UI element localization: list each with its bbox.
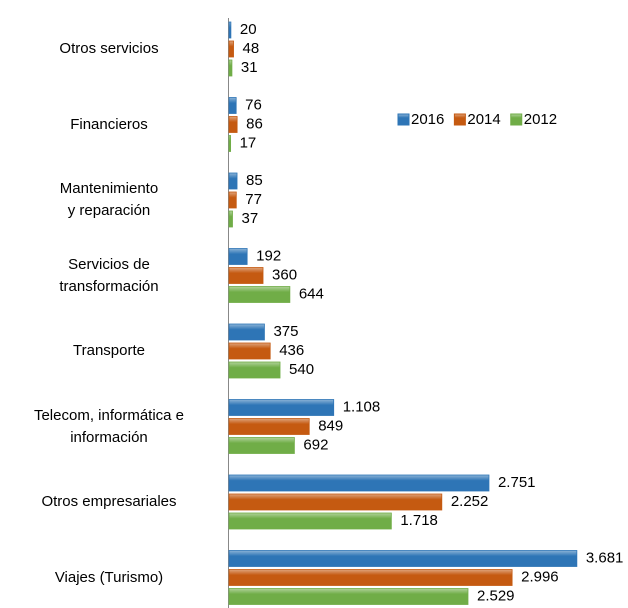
bar <box>228 323 265 341</box>
bar <box>228 40 234 58</box>
bar <box>228 569 513 586</box>
bar <box>228 267 264 284</box>
data-label: 849 <box>318 417 343 434</box>
data-label: 2.751 <box>498 474 536 491</box>
data-label: 76 <box>245 96 262 113</box>
data-label: 48 <box>243 40 260 57</box>
data-label: 1.108 <box>343 398 381 415</box>
data-label: 192 <box>256 247 281 264</box>
bar <box>228 493 443 511</box>
category-label: Otros servicios <box>59 40 159 57</box>
data-label: 2.252 <box>451 493 489 510</box>
legend-label: 2014 <box>467 111 500 128</box>
legend-swatch <box>397 113 410 126</box>
bar <box>228 399 335 416</box>
bar <box>228 342 271 360</box>
data-label: 2.996 <box>521 568 559 585</box>
data-label: 360 <box>272 266 297 283</box>
category-label: Transporte <box>73 342 145 359</box>
bar <box>228 116 238 133</box>
legend-swatch <box>453 113 466 126</box>
bar <box>228 97 237 114</box>
bar <box>228 512 392 530</box>
bar <box>228 588 469 605</box>
data-label: 31 <box>241 59 258 76</box>
category-label: Servicios de transformación <box>59 255 159 295</box>
data-label: 436 <box>279 342 304 359</box>
bar <box>228 135 232 152</box>
bar <box>228 550 578 567</box>
data-label: 540 <box>289 361 314 378</box>
data-label: 692 <box>303 436 328 453</box>
data-label: 85 <box>246 172 263 189</box>
bar <box>228 286 291 303</box>
bar <box>228 191 237 209</box>
data-label: 86 <box>246 115 263 132</box>
data-label: 644 <box>299 285 324 302</box>
bar <box>228 172 238 190</box>
data-label: 37 <box>241 210 258 227</box>
legend-label: 2016 <box>411 111 444 128</box>
data-label: 3.681 <box>586 549 624 566</box>
bar <box>228 474 490 492</box>
bar <box>228 437 295 454</box>
category-label: Telecom, informática e información <box>33 406 185 446</box>
bar <box>228 418 310 435</box>
data-label: 1.718 <box>400 512 438 529</box>
category-label: Financieros <box>70 115 148 133</box>
category-label: Otros empresariales <box>41 493 177 510</box>
bar <box>228 248 248 265</box>
data-label: 17 <box>240 134 257 151</box>
data-label: 20 <box>240 21 257 38</box>
bar <box>228 361 281 379</box>
data-label: 375 <box>273 323 298 340</box>
data-label: 2.529 <box>477 587 515 604</box>
category-label: Viajes (Turismo) <box>54 568 164 586</box>
bar <box>228 21 232 39</box>
legend-label: 2012 <box>524 111 557 128</box>
bar <box>228 210 233 228</box>
legend-swatch <box>510 113 523 126</box>
category-label: Mantenimiento y reparación <box>59 180 159 219</box>
bar <box>228 59 233 77</box>
data-label: 77 <box>245 191 262 208</box>
